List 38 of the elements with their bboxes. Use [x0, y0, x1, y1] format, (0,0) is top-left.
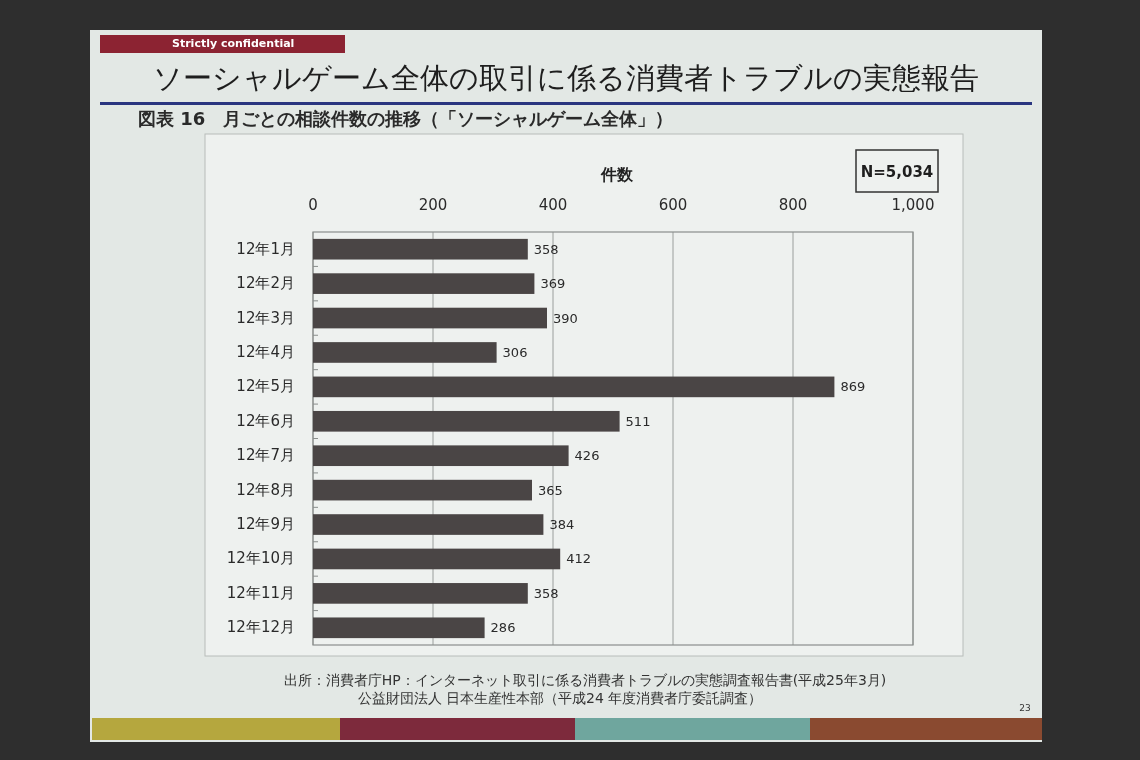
data-label: 384: [549, 517, 575, 533]
data-label: 869: [840, 379, 866, 395]
y-tick-label: 12年4月: [236, 342, 295, 361]
x-tick-label: 1,000: [891, 195, 935, 214]
data-label: 390: [553, 310, 578, 326]
y-tick-label: 12年8月: [236, 480, 295, 499]
y-tick-label: 12年9月: [236, 515, 295, 534]
y-tick-label: 12年3月: [236, 308, 295, 327]
chart-subtitle: 図表 16 月ごとの相談件数の推移（「ソーシャルゲーム全体」）: [138, 108, 674, 129]
data-label: 426: [574, 448, 600, 464]
data-label: 365: [538, 482, 563, 498]
data-label: 412: [566, 551, 592, 567]
x-axis-title: 件数: [600, 164, 634, 184]
text: Strictly confidential: [172, 37, 295, 50]
text: 出所：消費者庁HP：インターネット取引に係る消費者トラブルの実態調査報告書(平成25年3月): [283, 672, 887, 688]
x-tick-label: 0: [308, 195, 318, 214]
x-tick-label: 800: [778, 195, 808, 214]
data-label: 358: [533, 585, 559, 601]
y-tick-label: 12年5月: [236, 377, 295, 396]
text: 公益財団法人 日本生産性本部（平成24 年度消費者庁委託調査）: [357, 690, 763, 706]
data-label: 306: [502, 344, 528, 360]
y-tick-label: 12年1月: [236, 239, 295, 258]
data-label: 369: [540, 276, 566, 292]
y-tick-label: 12年2月: [236, 274, 295, 293]
x-tick-label: 400: [538, 195, 568, 214]
y-tick-label: 12年11月: [226, 583, 295, 602]
y-tick-label: 12年12月: [226, 618, 295, 637]
text: N=5,034: [860, 162, 934, 181]
y-tick-label: 12年6月: [236, 411, 295, 430]
chart-title: ソーシャルゲーム全体の取引に係る消費者トラブルの実態報告: [153, 61, 979, 95]
data-label: 286: [490, 620, 516, 636]
x-tick-label: 600: [658, 195, 688, 214]
data-label: 511: [625, 413, 651, 429]
text: 23: [1019, 702, 1031, 713]
x-tick-label: 200: [418, 195, 448, 214]
y-tick-label: 12年7月: [236, 446, 295, 465]
data-label: 358: [533, 241, 559, 257]
y-tick-label: 12年10月: [226, 549, 295, 568]
